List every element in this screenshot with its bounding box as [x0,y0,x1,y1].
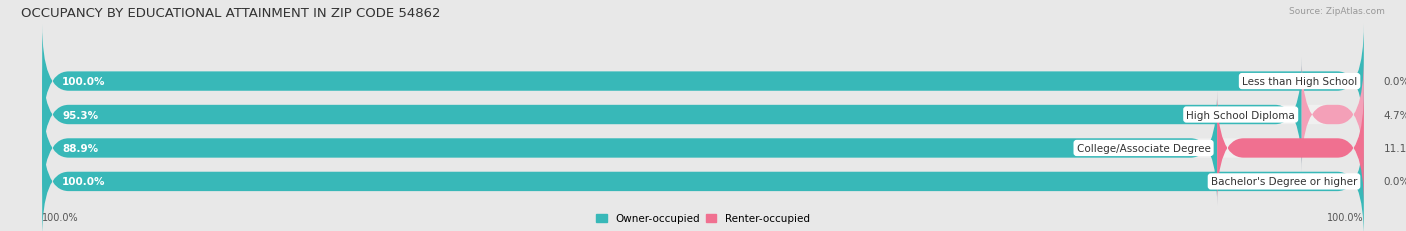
FancyBboxPatch shape [1218,91,1364,205]
Text: 100.0%: 100.0% [62,77,105,87]
Text: Source: ZipAtlas.com: Source: ZipAtlas.com [1289,7,1385,16]
Text: 0.0%: 0.0% [1384,177,1406,187]
FancyBboxPatch shape [42,58,1302,172]
Text: Less than High School: Less than High School [1241,77,1357,87]
Text: High School Diploma: High School Diploma [1187,110,1295,120]
Text: 100.0%: 100.0% [42,212,79,222]
Text: 11.1%: 11.1% [1384,143,1406,153]
FancyBboxPatch shape [42,25,1364,139]
FancyBboxPatch shape [42,25,1364,139]
Text: Bachelor's Degree or higher: Bachelor's Degree or higher [1211,177,1357,187]
Text: 88.9%: 88.9% [62,143,98,153]
Text: 100.0%: 100.0% [1327,212,1364,222]
Text: 100.0%: 100.0% [62,177,105,187]
Text: College/Associate Degree: College/Associate Degree [1077,143,1211,153]
FancyBboxPatch shape [42,91,1218,205]
Text: 95.3%: 95.3% [62,110,98,120]
FancyBboxPatch shape [1302,58,1364,172]
Legend: Owner-occupied, Renter-occupied: Owner-occupied, Renter-occupied [596,213,810,224]
FancyBboxPatch shape [42,58,1364,172]
Text: OCCUPANCY BY EDUCATIONAL ATTAINMENT IN ZIP CODE 54862: OCCUPANCY BY EDUCATIONAL ATTAINMENT IN Z… [21,7,440,20]
FancyBboxPatch shape [42,125,1364,231]
FancyBboxPatch shape [42,91,1364,205]
Text: 4.7%: 4.7% [1384,110,1406,120]
FancyBboxPatch shape [42,125,1364,231]
Text: 0.0%: 0.0% [1384,77,1406,87]
